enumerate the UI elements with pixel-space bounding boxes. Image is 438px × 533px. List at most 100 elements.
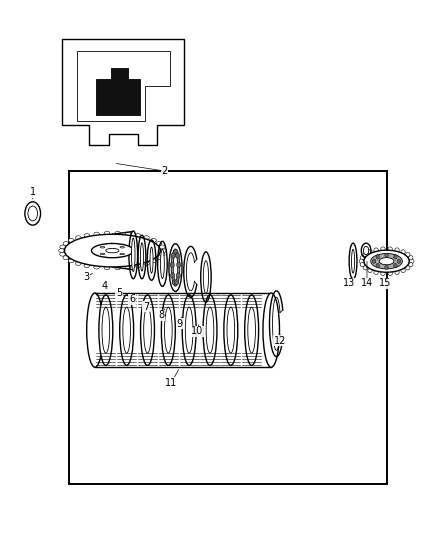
Ellipse shape: [84, 233, 90, 238]
Ellipse shape: [63, 256, 69, 260]
Ellipse shape: [125, 265, 131, 269]
Ellipse shape: [364, 250, 409, 272]
Ellipse shape: [63, 241, 69, 246]
Ellipse shape: [401, 250, 405, 254]
Circle shape: [376, 255, 379, 259]
Ellipse shape: [75, 262, 81, 265]
Ellipse shape: [115, 231, 120, 235]
Text: 1: 1: [30, 187, 36, 197]
Ellipse shape: [156, 256, 162, 260]
Ellipse shape: [352, 249, 355, 273]
Text: 3: 3: [84, 272, 90, 282]
Ellipse shape: [410, 259, 414, 263]
Ellipse shape: [173, 254, 178, 281]
Ellipse shape: [406, 266, 410, 270]
Circle shape: [173, 249, 178, 254]
Ellipse shape: [395, 248, 399, 252]
Ellipse shape: [395, 270, 399, 274]
Circle shape: [171, 253, 176, 258]
Ellipse shape: [120, 253, 124, 255]
Ellipse shape: [248, 307, 255, 353]
Ellipse shape: [185, 307, 193, 353]
Bar: [69, 171, 387, 484]
Ellipse shape: [141, 295, 155, 366]
Ellipse shape: [100, 246, 105, 248]
Ellipse shape: [84, 264, 90, 268]
Ellipse shape: [60, 252, 65, 256]
Ellipse shape: [151, 238, 156, 243]
Text: 9: 9: [177, 319, 183, 329]
Ellipse shape: [360, 263, 364, 267]
Ellipse shape: [224, 295, 238, 366]
Ellipse shape: [75, 236, 81, 240]
Ellipse shape: [106, 248, 119, 253]
Ellipse shape: [120, 295, 134, 366]
Ellipse shape: [374, 270, 378, 274]
Circle shape: [175, 253, 180, 258]
Ellipse shape: [159, 245, 165, 249]
Circle shape: [385, 265, 389, 269]
Ellipse shape: [115, 266, 120, 270]
Ellipse shape: [131, 238, 135, 271]
Ellipse shape: [374, 248, 378, 252]
Circle shape: [394, 255, 397, 259]
Ellipse shape: [60, 245, 65, 249]
Ellipse shape: [379, 257, 394, 265]
Ellipse shape: [161, 295, 175, 366]
Ellipse shape: [120, 246, 124, 248]
Ellipse shape: [125, 232, 131, 236]
Polygon shape: [96, 68, 140, 115]
Circle shape: [397, 259, 401, 263]
Circle shape: [376, 263, 379, 268]
Ellipse shape: [92, 244, 133, 258]
Ellipse shape: [263, 293, 279, 367]
Ellipse shape: [363, 253, 367, 257]
Ellipse shape: [388, 271, 392, 276]
Ellipse shape: [203, 295, 217, 366]
Ellipse shape: [182, 295, 196, 366]
Ellipse shape: [165, 307, 172, 353]
Ellipse shape: [363, 266, 367, 270]
Text: 6: 6: [129, 294, 135, 304]
Circle shape: [176, 273, 180, 278]
Ellipse shape: [141, 243, 144, 271]
Ellipse shape: [245, 295, 258, 366]
Ellipse shape: [388, 247, 392, 251]
Ellipse shape: [227, 307, 235, 353]
Ellipse shape: [381, 271, 385, 276]
Text: 7: 7: [143, 302, 149, 312]
Ellipse shape: [144, 307, 152, 353]
Ellipse shape: [104, 231, 110, 235]
Ellipse shape: [68, 259, 74, 263]
Ellipse shape: [68, 238, 74, 243]
Text: 11: 11: [165, 378, 177, 388]
Ellipse shape: [102, 307, 110, 353]
Ellipse shape: [94, 265, 99, 269]
Ellipse shape: [381, 247, 385, 251]
Ellipse shape: [99, 295, 113, 366]
Text: 14: 14: [361, 278, 373, 288]
Ellipse shape: [123, 307, 131, 353]
Ellipse shape: [94, 232, 99, 236]
Ellipse shape: [360, 256, 364, 260]
Text: 5: 5: [116, 288, 122, 298]
Ellipse shape: [171, 249, 180, 286]
Ellipse shape: [159, 252, 165, 256]
Ellipse shape: [160, 249, 166, 253]
Ellipse shape: [160, 249, 164, 279]
Ellipse shape: [135, 233, 141, 238]
Ellipse shape: [104, 266, 110, 270]
Circle shape: [170, 273, 175, 278]
Text: 2: 2: [162, 166, 168, 176]
Ellipse shape: [206, 307, 214, 353]
Circle shape: [385, 253, 389, 257]
Ellipse shape: [368, 250, 372, 254]
Text: 4: 4: [102, 280, 108, 290]
Ellipse shape: [64, 235, 160, 267]
Text: 15: 15: [379, 278, 392, 288]
Ellipse shape: [150, 247, 153, 273]
Ellipse shape: [151, 259, 156, 263]
Circle shape: [177, 262, 181, 268]
Ellipse shape: [59, 249, 64, 253]
Ellipse shape: [406, 253, 410, 257]
